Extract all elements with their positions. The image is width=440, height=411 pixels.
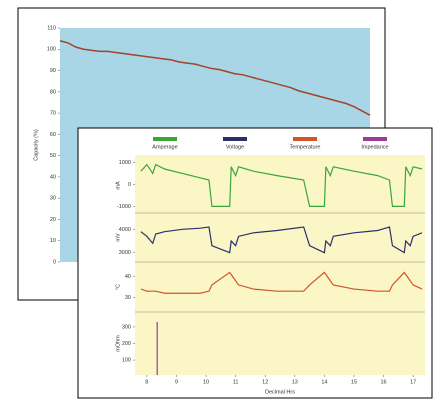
- y-tick-label: 1000: [119, 160, 131, 166]
- back-chart: 0 10 20 30 40 50 60 70 80 90 100 110: [47, 25, 371, 265]
- y-axis-label: Capacity (%): [33, 129, 39, 161]
- panel-y-label: °C: [115, 284, 121, 290]
- panel-y-label: mV: [115, 233, 121, 242]
- x-tick-label: 15: [351, 379, 357, 385]
- x-tick-label: 11: [233, 379, 239, 385]
- capacity-line: [59, 40, 371, 116]
- y-tick-label: 60: [50, 132, 56, 138]
- y-tick-label: 40: [50, 174, 56, 180]
- y-tick-label: 100: [47, 47, 56, 53]
- legend-label: Amperage: [152, 144, 177, 150]
- x-tick-label: 10: [203, 379, 209, 385]
- legend-swatch: [153, 137, 177, 141]
- y-tick-label: 4000: [119, 227, 131, 233]
- y-tick-label: 90: [50, 68, 56, 74]
- front-chart: 8 9 10 11 12 13 14 15 16 17 Amperage mA 1000 0 -1000 Vo…: [115, 137, 425, 385]
- x-tick-label: 14: [321, 379, 327, 385]
- y-tick-label: 40: [125, 274, 131, 280]
- y-tick-label: 0: [53, 259, 56, 265]
- y-tick-label: 300: [122, 324, 131, 330]
- y-tick-label: 30: [50, 196, 56, 202]
- legend-swatch: [223, 137, 247, 141]
- series-line: [140, 226, 423, 254]
- legend-label: Voltage: [226, 144, 244, 150]
- legend-swatch: [293, 137, 317, 141]
- y-tick-label: 20: [50, 217, 56, 223]
- y-tick-label: 0: [128, 182, 131, 188]
- y-tick-label: 50: [50, 153, 56, 159]
- legend-label: Impedance: [361, 144, 388, 150]
- series-line: [140, 271, 423, 294]
- y-tick-label: 80: [50, 89, 56, 95]
- y-tick-label: 100: [122, 358, 131, 364]
- x-tick-label: 13: [292, 379, 298, 385]
- front-plot-area: [135, 155, 425, 375]
- x-tick-label: 9: [175, 379, 178, 385]
- x-tick-label: 16: [381, 379, 387, 385]
- legend-swatch: [363, 137, 387, 141]
- panel-y-label: mA: [115, 181, 121, 190]
- series-line: [140, 163, 423, 207]
- y-tick-label: 110: [47, 25, 56, 31]
- y-tick-label: -1000: [117, 204, 131, 210]
- x-tick-label: 17: [410, 379, 416, 385]
- legend-label: Temperature: [290, 144, 321, 150]
- y-tick-label: 30: [125, 295, 131, 301]
- y-tick-label: 3000: [119, 250, 131, 256]
- x-tick-label: 8: [145, 379, 148, 385]
- panel-y-label: mOhm: [115, 335, 121, 352]
- y-tick-label: 200: [122, 341, 131, 347]
- y-tick-label: 70: [50, 111, 56, 117]
- x-axis-label: Decimal Hrs: [265, 389, 295, 395]
- x-tick-label: 12: [262, 379, 268, 385]
- y-tick-label: 10: [50, 238, 56, 244]
